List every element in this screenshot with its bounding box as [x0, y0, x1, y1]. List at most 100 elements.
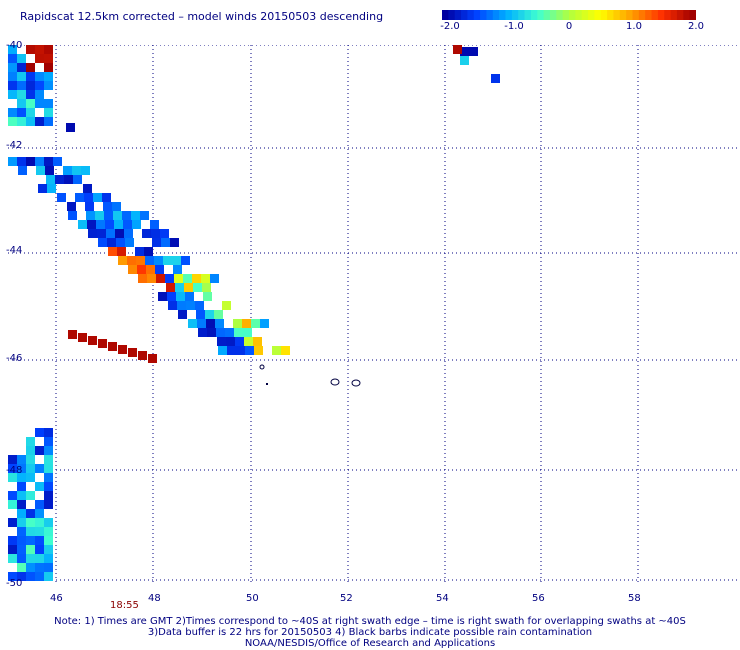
swath-pixel [35, 500, 44, 509]
swath-pixel [44, 81, 53, 90]
colorbar-cell [657, 10, 665, 20]
swath-pixel [98, 339, 107, 348]
lon-tick-label: 48 [148, 593, 161, 604]
swath-pixel [173, 265, 182, 274]
swath-pixel [26, 63, 35, 72]
swath-pixel [17, 554, 26, 563]
island-contour [351, 379, 361, 387]
swath-pixel [17, 81, 26, 90]
swath-pixel [114, 220, 123, 229]
swath-pixel [116, 238, 125, 247]
graticule [8, 45, 738, 585]
swath-pixel [8, 72, 17, 81]
swath-pixel [86, 211, 95, 220]
swath-pixel [35, 117, 44, 126]
swath-pixel [201, 274, 210, 283]
swath-pixel [206, 319, 215, 328]
swath-pixel [174, 274, 183, 283]
swath-pixel [236, 346, 245, 355]
colorbar-cell [492, 10, 500, 20]
lat-tick-label: -44 [6, 245, 23, 256]
swath-pixel [44, 428, 53, 437]
swath-pixel [44, 437, 53, 446]
swath-pixel [195, 301, 204, 310]
swath-pixel [17, 117, 26, 126]
colorbar-cell [549, 10, 557, 20]
swath-pixel [17, 54, 26, 63]
swath-pixel [108, 247, 117, 256]
swath-pixel [44, 572, 53, 581]
swath-pixel [35, 90, 44, 99]
swath-pixel [45, 166, 54, 175]
swath-pixel [453, 45, 462, 54]
swath-pixel [281, 346, 290, 355]
swath-pixel [244, 337, 253, 346]
swath-pixel [193, 283, 202, 292]
swath-pixel [17, 108, 26, 117]
swath-pixel [66, 123, 75, 132]
notes-line-3: NOAA/NESDIS/Office of Research and Appli… [244, 638, 496, 649]
swath-pixel [57, 193, 66, 202]
swath-pixel [98, 238, 107, 247]
swath-pixel [35, 464, 44, 473]
swath-pixel [113, 211, 122, 220]
swath-pixel [26, 527, 35, 536]
swath-pixel [122, 211, 131, 220]
swath-pixel [137, 265, 146, 274]
swath-pixel [8, 473, 17, 482]
swath-pixel [8, 45, 17, 54]
swath-pixel [97, 229, 106, 238]
colorbar-cell [619, 10, 627, 20]
swath-pixel [176, 292, 185, 301]
swath-pixel [35, 518, 44, 527]
swath-pixel [226, 337, 235, 346]
colorbar-cell [454, 10, 462, 20]
swath-pixel [8, 54, 17, 63]
swath-pixel [63, 166, 72, 175]
swath-pixel [233, 319, 242, 328]
swath-pixel [26, 72, 35, 81]
swath-pixel [128, 265, 137, 274]
swath-pixel [112, 202, 121, 211]
colorbar-cell [569, 10, 576, 20]
colorbar-tick-label: -1.0 [504, 21, 524, 32]
swath-pixel [222, 301, 231, 310]
swath-pixel [104, 211, 113, 220]
colorbar-tick-label: 1.0 [626, 21, 642, 32]
swath-pixel [161, 238, 170, 247]
swath-pixel [178, 310, 187, 319]
swath-pixel [44, 554, 53, 563]
swath-pixel [272, 346, 281, 355]
swath-pixel [8, 63, 17, 72]
swath-pixel [183, 274, 192, 283]
swath-pixel [26, 518, 35, 527]
swath-pixel [26, 464, 35, 473]
swath-pixel [96, 220, 105, 229]
swath-pixel [67, 202, 76, 211]
swath-pixel [44, 536, 53, 545]
swath-pixel [17, 482, 26, 491]
colorbar-cell [600, 10, 608, 20]
swath-pixel [131, 211, 140, 220]
swath-pixel [26, 572, 35, 581]
swath-pixel [243, 328, 252, 337]
colorbar-tick-label: 0 [565, 21, 573, 32]
swath-pixel [205, 310, 214, 319]
swath-pixel [17, 473, 26, 482]
swath-pixel [216, 328, 225, 337]
swath-pixel [8, 554, 17, 563]
colorbar-cell [467, 10, 475, 20]
lat-tick-label: -48 [6, 465, 23, 476]
swath-pixel [469, 47, 478, 56]
swath-pixel [35, 428, 44, 437]
swath-pixel [68, 330, 77, 339]
colorbar-cell [613, 10, 621, 20]
colorbar-cell [530, 10, 538, 20]
swath-pixel [148, 354, 157, 363]
notes-line-2: 3)Data buffer is 22 hrs for 20150503 4) … [147, 627, 593, 638]
colorbar-cell [651, 10, 659, 20]
swath-pixel [44, 545, 53, 554]
swath-pixel [93, 193, 102, 202]
colorbar-cell [556, 10, 564, 20]
swath-pixel [46, 175, 55, 184]
